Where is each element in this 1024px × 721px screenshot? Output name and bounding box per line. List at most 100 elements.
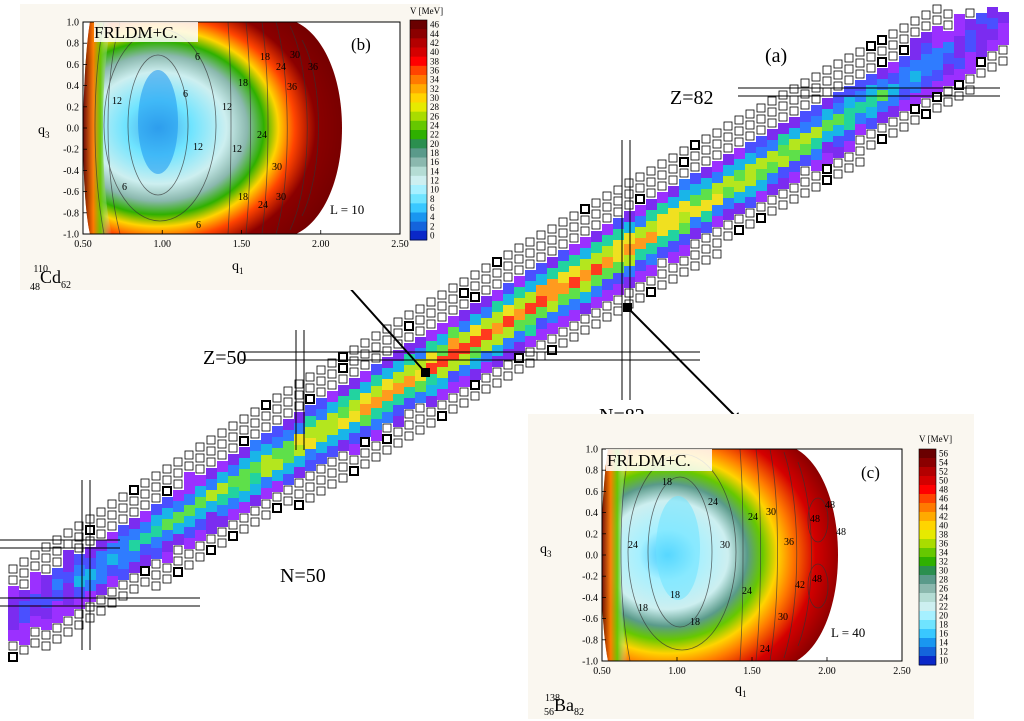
nuclide-cell-empty: [8, 652, 18, 662]
nuclide-cell-measured: [239, 469, 250, 480]
nuclide-cell-measured: [877, 101, 888, 112]
nuclide-cell-empty: [393, 317, 403, 327]
nuclide-cell-empty: [767, 96, 777, 106]
nuclide-cell-measured: [272, 459, 283, 470]
nuclide-cell-empty: [767, 107, 777, 117]
nuclide-cell-empty: [547, 334, 557, 344]
nuclide-cell-empty: [635, 194, 645, 204]
nuclide-cell-empty: [866, 52, 876, 62]
nuclide-cell-measured: [261, 488, 272, 499]
nuclide-cell-measured: [646, 254, 657, 265]
nuclide-cell-empty: [360, 437, 370, 447]
nuclide-cell-measured: [305, 405, 316, 416]
colorbar-tick-label: 30: [939, 566, 949, 576]
nuclide-cell-measured: [580, 237, 591, 248]
nuclide-cell-measured: [272, 437, 283, 448]
nuclide-cell-measured: [261, 444, 272, 455]
nuclide-cell-measured: [635, 271, 646, 282]
nuclide-cell-empty: [888, 40, 898, 50]
nuclide-cell-empty: [283, 496, 293, 506]
nuclide-cell-measured: [723, 176, 734, 187]
nuclide-cell-measured: [536, 307, 547, 318]
nuclide-cell-measured: [184, 516, 195, 527]
nuclide-cell-empty: [63, 616, 73, 626]
nuclide-cell-empty: [360, 338, 370, 348]
nuclide-cell-empty: [151, 559, 161, 569]
nuclide-cell-measured: [360, 382, 371, 393]
nuclide-cell-measured: [679, 201, 690, 212]
nuclide-cell-measured: [800, 155, 811, 166]
inset-c-colorbar: 5654525048464442403836343230282624222018…: [918, 449, 949, 666]
arrow-to-panel-b: [338, 275, 426, 373]
colorbar-swatch: [410, 139, 427, 149]
nuclide-cell-measured: [811, 105, 822, 116]
y-tick-label: 1.0: [586, 445, 599, 456]
nuclide-cell-measured: [316, 420, 327, 431]
nuclide-cell-measured: [514, 298, 525, 309]
nuclide-cell-measured: [481, 351, 492, 362]
nuclide-cell-empty: [833, 81, 843, 91]
nuclide-cell-measured: [635, 238, 646, 249]
nuclide-cell-empty: [382, 434, 392, 444]
nuclide-cell-measured: [195, 519, 206, 530]
nuclide-cell-measured: [646, 232, 657, 243]
nuclide-cell-measured: [547, 257, 558, 268]
nuclide-cell-measured: [712, 205, 723, 216]
nuclide-cell-measured: [734, 192, 745, 203]
nuclide-cell-measured: [382, 390, 393, 401]
nuclide-cell-empty: [283, 485, 293, 495]
nuclide-cell-empty: [690, 140, 700, 150]
nuclide-cell-empty: [998, 56, 1008, 66]
nuclide-cell-measured: [41, 608, 52, 619]
nuclide-cell-empty: [547, 345, 557, 355]
colorbar-swatch: [410, 56, 427, 67]
nuclide-cell-measured: [844, 141, 855, 152]
nuclide-cell-measured: [976, 24, 987, 35]
y-tick-label: 0.2: [586, 529, 599, 540]
nuclide-cell-measured: [789, 172, 800, 183]
nuclide-cell-measured: [437, 367, 448, 378]
colorbar-tick-label: 38: [939, 530, 949, 540]
nuclide-cell-measured: [294, 423, 305, 434]
contour-label: 24: [257, 130, 267, 141]
nuclide-cell-measured: [30, 583, 41, 594]
nuclide-cell-measured: [371, 430, 382, 441]
nuclide-cell-empty: [19, 645, 29, 655]
nuclide-cell-measured: [745, 186, 756, 197]
nuclide-cell-measured: [195, 486, 206, 497]
nuclide-cell-empty: [921, 21, 931, 31]
nuclide-cell-measured: [932, 59, 943, 70]
nuclide-cell-measured: [558, 261, 569, 272]
y-tick-label: 0.2: [67, 102, 80, 113]
colorbar-tick-label: 46: [430, 20, 440, 30]
y-tick-label: -0.2: [63, 145, 79, 156]
contour-label: 36: [287, 82, 297, 93]
nuclide-cell-measured: [250, 495, 261, 506]
nuclide-cell-measured: [976, 13, 987, 24]
nuclide-cell-empty: [63, 539, 73, 549]
nuclide-cell-empty: [668, 153, 678, 163]
inset-b-xlabel: q1: [232, 259, 244, 276]
nuclide-cell-measured: [470, 358, 481, 369]
nuclide-cell-measured: [833, 103, 844, 114]
nuclide-cell-empty: [404, 420, 414, 430]
nuclide-cell-measured: [41, 619, 52, 630]
nuclide-cell-empty: [228, 432, 238, 442]
nuclide-cell-measured: [426, 385, 437, 396]
nuclide-cell-measured: [789, 150, 800, 161]
inset-c-angular-momentum: L = 40: [831, 625, 865, 640]
nuclide-cell-measured: [767, 173, 778, 184]
colorbar-tick-label: 18: [430, 148, 440, 158]
nuclide-cell-measured: [129, 529, 140, 540]
nuclide-cell-empty: [294, 379, 304, 389]
nuclide-cell-empty: [569, 222, 579, 232]
nuclide-cell-empty: [580, 226, 590, 236]
nuclide-cell-measured: [162, 541, 173, 552]
nuclide-cell-measured: [613, 273, 624, 284]
nuclide-cell-measured: [954, 58, 965, 69]
nuclide-cell-measured: [855, 102, 866, 113]
inset-c-potential-surface: [602, 449, 838, 661]
nuclide-cell-empty: [679, 146, 689, 156]
contour-label: 30: [272, 162, 282, 173]
nuclide-cell-measured: [239, 447, 250, 458]
